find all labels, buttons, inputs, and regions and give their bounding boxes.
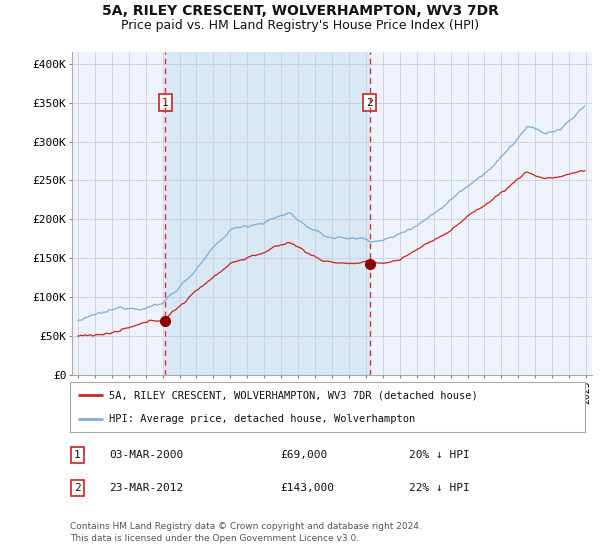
Text: 1: 1 [74,450,80,460]
Text: 1: 1 [162,97,169,108]
Bar [166,52,370,375]
Text: 23-MAR-2012: 23-MAR-2012 [109,483,183,493]
Text: £69,000: £69,000 [280,450,327,460]
Text: Contains HM Land Registry data © Crown copyright and database right 2024.
This d: Contains HM Land Registry data © Crown c… [70,522,422,543]
Text: 03-MAR-2000: 03-MAR-2000 [109,450,183,460]
Text: Price paid vs. HM Land Registry's House Price Index (HPI): Price paid vs. HM Land Registry's House … [121,19,479,32]
Text: £143,000: £143,000 [280,483,334,493]
Text: 2: 2 [366,97,373,108]
Text: 2: 2 [74,483,80,493]
Text: HPI: Average price, detached house, Wolverhampton: HPI: Average price, detached house, Wolv… [109,414,415,424]
Text: 22% ↓ HPI: 22% ↓ HPI [409,483,470,493]
Text: 20% ↓ HPI: 20% ↓ HPI [409,450,470,460]
Text: 5A, RILEY CRESCENT, WOLVERHAMPTON, WV3 7DR (detached house): 5A, RILEY CRESCENT, WOLVERHAMPTON, WV3 7… [109,390,478,400]
Text: 5A, RILEY CRESCENT, WOLVERHAMPTON, WV3 7DR: 5A, RILEY CRESCENT, WOLVERHAMPTON, WV3 7… [101,4,499,18]
